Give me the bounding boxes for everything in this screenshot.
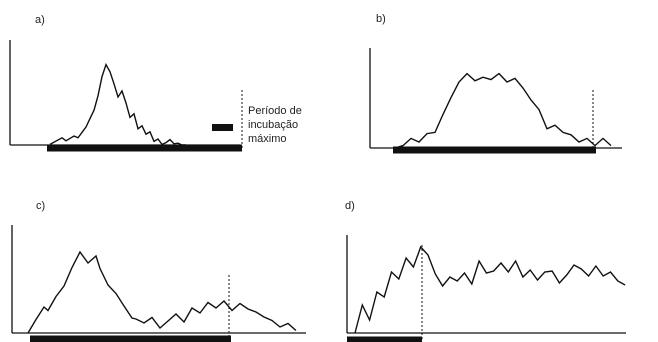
incubation-bar-c	[30, 335, 231, 342]
series-line-c	[27, 250, 297, 334]
series-line-d	[354, 245, 626, 334]
legend-line-2: incubação	[248, 119, 299, 131]
panel-label-d: d)	[345, 200, 355, 212]
legend-line-1: Período de	[248, 105, 302, 117]
panel-label-b: b)	[376, 13, 386, 25]
series-line-b	[394, 72, 612, 149]
incubation-bar-d	[347, 336, 422, 342]
panel-label-c: c)	[36, 200, 46, 212]
incubation-bar-a	[47, 144, 242, 152]
legend-line-3: máximo	[248, 133, 287, 145]
legend-label: Período de incubação máximo	[248, 104, 302, 146]
legend-swatch	[212, 124, 233, 131]
series-line-a	[49, 62, 186, 146]
incubation-bar-b	[393, 146, 596, 154]
panel-label-a: a)	[35, 14, 45, 26]
